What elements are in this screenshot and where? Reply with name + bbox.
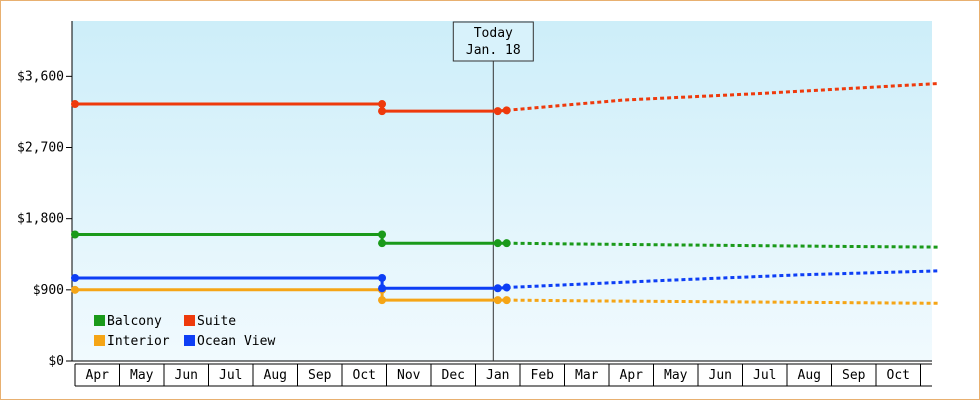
- balcony-point: [502, 239, 511, 248]
- ocean-view-point: [502, 283, 511, 292]
- interior-legend-label: Interior: [107, 334, 170, 349]
- month-label: Feb: [531, 368, 555, 383]
- suite-point: [502, 106, 511, 115]
- suite-forecast-line: [506, 82, 939, 112]
- month-label: May: [664, 368, 688, 383]
- month-label: May: [130, 368, 154, 383]
- month-label: Nov: [397, 368, 421, 383]
- today-marker: Today Jan. 18: [452, 21, 534, 361]
- interior-point: [378, 296, 387, 305]
- month-label: Mar: [575, 368, 599, 383]
- interior-forecast-line: [506, 298, 939, 305]
- month-label: Jul: [219, 368, 242, 383]
- ocean-view-point: [493, 284, 502, 293]
- y-tick-label: $900: [33, 283, 64, 298]
- y-tick-label: $1,800: [17, 212, 64, 227]
- suite-point: [378, 107, 387, 116]
- month-label: Sep: [308, 368, 332, 383]
- balcony-point: [71, 230, 79, 239]
- series-lines: [71, 82, 939, 305]
- month-label: Apr: [620, 368, 644, 383]
- month-label: Apr: [86, 368, 110, 383]
- suite-legend-label: Suite: [197, 314, 236, 329]
- today-date: Jan. 18: [466, 43, 521, 58]
- balcony-point: [378, 239, 387, 248]
- interior-point: [493, 296, 502, 305]
- month-label: Oct: [353, 368, 376, 383]
- y-tick-label: $0: [48, 354, 64, 369]
- today-label: Today: [474, 26, 513, 41]
- month-label: Aug: [264, 368, 287, 383]
- suite-point: [493, 107, 502, 116]
- balcony-forecast-line: [506, 241, 939, 249]
- today-box: [452, 21, 534, 62]
- interior-point: [502, 296, 511, 305]
- plot-background: [72, 21, 932, 361]
- ocean-view-legend-swatch: [184, 335, 195, 346]
- balcony-point: [493, 239, 502, 248]
- balcony-legend-label: Balcony: [107, 314, 162, 329]
- ocean-view-legend-label: Ocean View: [197, 334, 275, 349]
- ocean-view-point: [378, 284, 387, 293]
- month-label: Oct: [887, 368, 910, 383]
- month-label: Jun: [175, 368, 198, 383]
- month-label: Jul: [753, 368, 776, 383]
- month-label: Aug: [798, 368, 821, 383]
- month-label: Dec: [442, 368, 465, 383]
- y-axis: $0 $900 $1,800 $2,700 $3,600: [17, 21, 73, 369]
- ocean-view-forecast-line: [506, 269, 939, 289]
- x-axis: Apr May Jun Jul Aug Sep Oct Nov Dec Jan Feb Mar Apr M…: [72, 360, 932, 387]
- balcony-point: [378, 230, 387, 239]
- month-label: Jan: [486, 368, 509, 383]
- legend: Balcony Suite Interior Ocean View: [94, 314, 275, 349]
- balcony-legend-swatch: [94, 315, 105, 326]
- interior-legend-swatch: [94, 335, 105, 346]
- y-tick-label: $2,700: [17, 141, 64, 156]
- ocean-view-point: [71, 273, 79, 282]
- suite-legend-swatch: [184, 315, 195, 326]
- month-label: Sep: [842, 368, 866, 383]
- month-label: Jun: [709, 368, 732, 383]
- suite-point: [378, 100, 387, 109]
- interior-point: [71, 285, 79, 294]
- ocean-view-point: [378, 273, 387, 282]
- suite-point: [71, 100, 79, 109]
- y-tick-label: $3,600: [17, 69, 64, 84]
